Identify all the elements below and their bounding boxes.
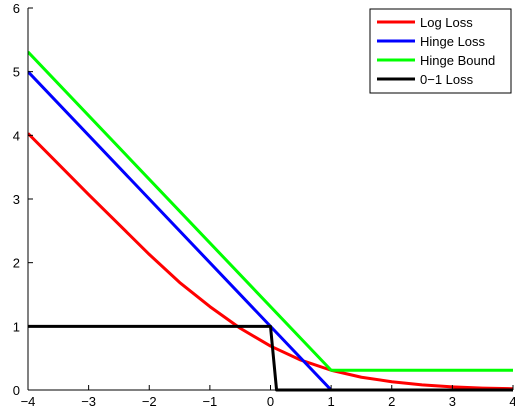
series-line-hinge-loss [28, 70, 333, 392]
x-tick-label: 3 [449, 394, 456, 409]
legend-label-log-loss: Log Loss [420, 15, 473, 30]
legend-label-0-1-loss: 0−1 Loss [420, 72, 474, 87]
y-tick-label: 3 [13, 192, 20, 207]
x-tick-label: −3 [81, 394, 96, 409]
legend: Log Loss Hinge Loss Hinge Bound 0−1 Loss [369, 8, 512, 94]
x-tick-label: 2 [388, 394, 395, 409]
legend-label-hinge-bound: Hinge Bound [420, 53, 495, 68]
x-tick-label: −1 [202, 394, 217, 409]
axes-layer: −4 −3 −2 −1 0 1 2 3 4 0 1 2 3 4 5 6 [13, 1, 515, 409]
x-tick-label: 1 [328, 394, 335, 409]
y-tick-label: 2 [13, 256, 20, 271]
y-tick-label: 0 [13, 383, 20, 398]
y-tick-label: 4 [13, 128, 20, 143]
x-tick-label: 0 [267, 394, 274, 409]
series-line-0-1-loss [28, 324, 513, 392]
y-tick-label: 5 [13, 65, 20, 80]
series-layer [28, 50, 513, 392]
y-tick-label: 6 [13, 1, 20, 16]
x-tick-label: −2 [142, 394, 157, 409]
x-tick-label: −4 [21, 394, 36, 409]
legend-label-hinge-loss: Hinge Loss [420, 34, 486, 49]
y-tick-label: 1 [13, 319, 20, 334]
x-tick-label: 4 [509, 394, 515, 409]
series-line-hinge-bound [28, 50, 513, 372]
series-line-log-loss [28, 132, 513, 391]
